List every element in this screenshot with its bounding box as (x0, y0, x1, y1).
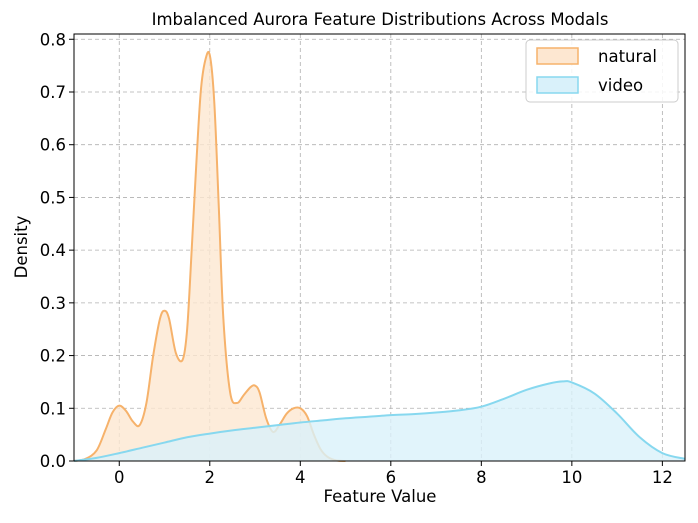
y-tick-label: 0.6 (40, 136, 66, 155)
legend-swatch-video (536, 76, 579, 94)
legend-swatch-natural (536, 47, 579, 65)
x-tick-label: 10 (561, 468, 582, 487)
x-tick-label: 2 (205, 468, 216, 487)
y-tick-label: 0.8 (40, 30, 66, 49)
line-natural (73, 51, 346, 462)
x-tick-label: 4 (295, 468, 306, 487)
y-tick-label: 0.7 (40, 83, 66, 102)
x-tick-label: 6 (386, 468, 397, 487)
line-video (73, 380, 686, 462)
legend-label-video: video (598, 76, 643, 95)
y-tick-label: 0.0 (40, 452, 66, 471)
y-axis: 0.0 0.1 0.2 0.3 0.4 0.5 0.6 0.7 0.8 (40, 30, 74, 471)
y-axis-label: Density (12, 215, 31, 278)
y-tick-label: 0.5 (40, 188, 66, 207)
x-tick-label: 12 (652, 468, 673, 487)
legend: natural video (525, 39, 679, 103)
y-tick-label: 0.3 (40, 294, 66, 313)
y-tick-label: 0.2 (40, 347, 66, 366)
x-tick-label: 0 (114, 468, 125, 487)
plot-frame (73, 33, 686, 462)
legend-label-natural: natural (598, 47, 657, 66)
y-tick-label: 0.1 (40, 399, 66, 418)
series-layer (73, 51, 686, 462)
y-tick-label: 0.4 (40, 241, 66, 260)
x-axis: 0 2 4 6 8 10 12 (114, 461, 673, 487)
x-tick-label: 8 (476, 468, 487, 487)
area-natural (74, 51, 346, 462)
area-video (74, 381, 685, 461)
x-axis-label: Feature Value (324, 487, 437, 506)
chart-title: Imbalanced Aurora Feature Distributions … (152, 10, 609, 29)
